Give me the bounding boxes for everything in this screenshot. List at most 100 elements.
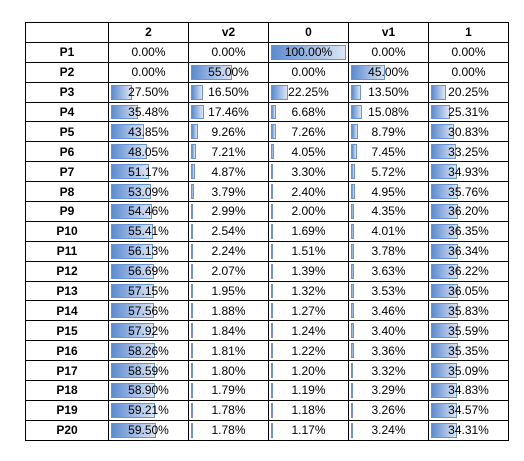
cell-text: 27.50% [128,85,169,100]
cell-text: 1.69% [291,224,326,239]
value-cell: 1.78% [188,419,269,441]
cell-text: 35.09% [448,363,489,378]
row-label: P4 [25,101,109,123]
value-cell: 1.88% [188,300,269,322]
cell-text: 58.90% [128,383,169,398]
table-row: P11 56.13% 2.24% 1.51% 3.78% 36.34% [25,240,509,262]
cell-text: 3.26% [371,403,406,418]
data-bar [431,243,459,259]
corner-cell [25,22,109,43]
data-bar [191,223,193,239]
cell-text: 57.15% [128,284,169,299]
cell-text: 2.00% [291,204,326,219]
data-bar [271,144,275,160]
cell-text: 1.22% [291,343,326,358]
table-row: P17 58.59% 1.80% 1.20% 3.32% 35.09% [25,360,509,382]
table-row: P5 43.85% 9.26% 7.26% 8.79% 30.83% [25,121,509,143]
column-header: 0 [268,22,349,43]
cell-text: 55.41% [128,224,169,239]
value-cell: 3.79% [188,181,269,203]
value-cell: 3.24% [348,419,429,441]
value-cell: 45.00% [348,61,429,83]
cell-text: 1.32% [291,284,326,299]
row-label: P20 [25,419,109,441]
value-cell: 4.95% [348,181,429,203]
cell-text: 1.39% [291,264,326,279]
cell-text: 45.00% [368,65,409,80]
value-cell: 1.78% [188,399,269,421]
value-cell: 35.35% [428,340,509,362]
value-cell: 1.24% [268,320,349,342]
data-bar [351,204,355,219]
value-cell: 1.39% [268,260,349,282]
cell-text: 30.83% [448,124,489,139]
data-bar [351,383,354,398]
data-bar [271,323,273,339]
data-bar [351,263,354,279]
cell-text: 17.46% [208,105,249,119]
cell-text: 1.51% [291,244,326,259]
cell-text: 0.00% [451,65,486,80]
value-cell: 2.07% [188,260,269,282]
data-bar [271,422,273,438]
cell-text: 3.46% [371,303,406,318]
data-bar [351,363,354,379]
cell-text: 1.84% [211,323,246,338]
value-cell: 36.34% [428,240,509,262]
value-cell: 1.84% [188,320,269,342]
cell-text: 1.78% [211,423,246,438]
cell-text: 20.25% [448,85,489,100]
cell-text: 36.20% [448,204,489,219]
row-label: P12 [25,260,109,282]
column-header: 1 [428,22,509,43]
data-bar [351,422,354,438]
value-cell: 35.59% [428,320,509,342]
data-bar [431,283,459,299]
data-bar [271,164,274,180]
cell-text: 7.21% [211,144,246,159]
value-cell: 1.22% [268,340,349,362]
data-bar [191,144,197,160]
data-bar [111,363,155,379]
row-label: P6 [25,141,109,163]
data-bar [271,363,273,379]
row-label: P16 [25,340,109,362]
value-cell: 25.31% [428,101,509,123]
value-cell: 1.27% [268,300,349,322]
cell-text: 1.81% [211,343,246,358]
data-bar [431,144,456,160]
table-row: P8 53.09% 3.79% 2.40% 4.95% 35.76% [25,181,509,203]
data-bar [191,283,193,299]
data-bar [271,223,273,239]
value-cell: 3.53% [348,280,429,302]
cell-text: 4.87% [211,164,246,179]
data-bar [191,363,193,379]
table-row: P15 57.92% 1.84% 1.24% 3.40% 35.59% [25,320,509,342]
value-cell: 35.48% [108,101,189,123]
data-bar [271,243,273,259]
row-label: P2 [25,61,109,83]
cell-text: 7.26% [291,124,326,139]
data-bar [351,303,354,319]
value-cell: 3.30% [268,161,349,183]
value-cell: 48.05% [108,141,189,163]
value-cell: 100.00% [268,41,349,63]
cell-text: 1.80% [211,363,246,378]
value-cell: 3.46% [348,300,429,322]
cell-text: 57.92% [128,323,169,338]
cell-text: 3.40% [371,323,406,338]
value-cell: 57.15% [108,280,189,302]
column-header: v2 [188,22,269,43]
data-bar [111,184,151,200]
value-cell: 56.13% [108,240,189,262]
cell-text: 43.85% [128,124,169,139]
value-cell: 13.50% [348,81,429,103]
value-cell: 4.05% [268,141,349,163]
data-bar [271,263,273,279]
data-bar [431,343,458,359]
cell-text: 57.56% [128,303,169,318]
data-bar [111,84,132,100]
value-cell: 30.83% [428,121,509,143]
cell-text: 3.29% [371,383,406,398]
value-cell: 56.69% [108,260,189,282]
